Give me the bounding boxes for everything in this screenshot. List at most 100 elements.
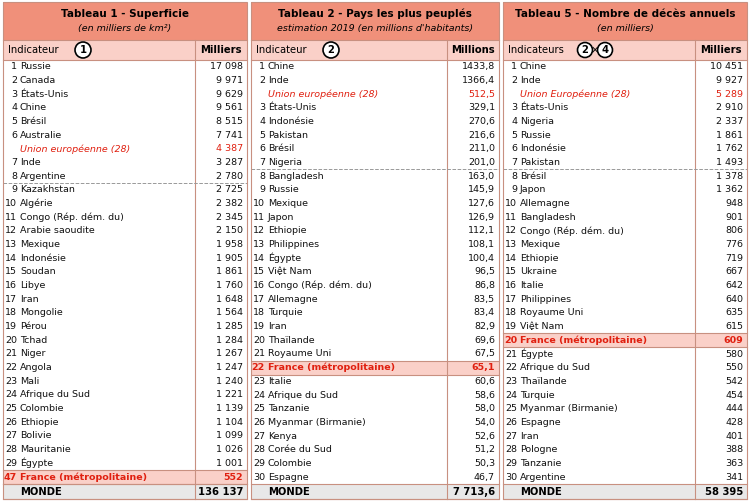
Bar: [503, 361, 747, 375]
Bar: [503, 443, 747, 457]
Text: Argentine: Argentine: [20, 172, 67, 181]
Text: 1 905: 1 905: [216, 254, 243, 263]
Text: 17: 17: [253, 295, 265, 304]
Text: 1366,4: 1366,4: [462, 76, 495, 85]
Text: 7 741: 7 741: [216, 131, 243, 140]
Text: 23: 23: [253, 377, 265, 386]
Bar: [251, 416, 499, 429]
Text: 2 345: 2 345: [216, 212, 243, 221]
Text: 12: 12: [5, 226, 17, 235]
Text: Égypte: Égypte: [520, 349, 553, 359]
Bar: [251, 87, 499, 101]
Text: 2 337: 2 337: [716, 117, 743, 126]
Text: France (métropolitaine): France (métropolitaine): [20, 472, 147, 482]
Text: 23: 23: [505, 377, 517, 386]
Text: 52,6: 52,6: [474, 432, 495, 441]
Text: 1 139: 1 139: [216, 404, 243, 413]
Text: Italie: Italie: [520, 281, 544, 290]
Text: 10: 10: [5, 199, 17, 208]
Text: 270,6: 270,6: [468, 117, 495, 126]
Text: 4: 4: [259, 117, 265, 126]
Text: 329,1: 329,1: [468, 103, 495, 112]
Bar: [503, 375, 747, 388]
Text: 7 713,6: 7 713,6: [453, 486, 495, 496]
Bar: [503, 2, 747, 499]
Text: 22: 22: [5, 363, 17, 372]
Text: 29: 29: [505, 459, 517, 468]
Bar: [503, 292, 747, 306]
Text: Corée du Sud: Corée du Sud: [268, 445, 332, 454]
Text: 9: 9: [259, 185, 265, 194]
Bar: [251, 224, 499, 237]
Text: 1 760: 1 760: [216, 281, 243, 290]
Text: Inde: Inde: [20, 158, 40, 167]
Text: 4 387: 4 387: [216, 144, 243, 153]
Text: Soudan: Soudan: [20, 268, 56, 277]
Text: 26: 26: [505, 418, 517, 427]
Bar: [503, 252, 747, 265]
Text: 27: 27: [505, 432, 517, 441]
Text: 126,9: 126,9: [468, 212, 495, 221]
Text: Pakistan: Pakistan: [520, 158, 560, 167]
Text: Égypte: Égypte: [268, 253, 301, 264]
Text: 19: 19: [5, 322, 17, 331]
Text: États-Unis: États-Unis: [268, 103, 316, 112]
Text: Thaïlande: Thaïlande: [520, 377, 567, 386]
Text: Japon: Japon: [268, 212, 294, 221]
Bar: [251, 2, 499, 40]
Bar: [251, 156, 499, 169]
Text: 10 451: 10 451: [710, 62, 743, 71]
Text: 542: 542: [725, 377, 743, 386]
Bar: [3, 210, 247, 224]
Text: Japon: Japon: [520, 185, 546, 194]
Circle shape: [323, 42, 339, 58]
Text: Bolivie: Bolivie: [20, 431, 52, 440]
Bar: [3, 115, 247, 128]
Text: 2: 2: [581, 45, 589, 55]
Bar: [503, 156, 747, 169]
Text: 640: 640: [725, 295, 743, 304]
Bar: [251, 292, 499, 306]
Text: 127,6: 127,6: [468, 199, 495, 208]
Text: 83,5: 83,5: [474, 295, 495, 304]
Bar: [503, 347, 747, 361]
Text: 5: 5: [11, 117, 17, 126]
Bar: [251, 279, 499, 292]
Bar: [503, 128, 747, 142]
Text: Arabie saoudite: Arabie saoudite: [20, 226, 94, 235]
Bar: [503, 169, 747, 183]
Bar: [3, 415, 247, 429]
Text: Pakistan: Pakistan: [268, 131, 308, 140]
Text: 6: 6: [511, 144, 517, 153]
Text: 9: 9: [511, 185, 517, 194]
Text: 642: 642: [725, 281, 743, 290]
Text: 428: 428: [725, 418, 743, 427]
Bar: [3, 40, 247, 60]
Text: 18: 18: [505, 308, 517, 317]
Text: (en milliers): (en milliers): [596, 24, 653, 33]
Text: 15: 15: [5, 268, 17, 277]
Text: Brésil: Brésil: [20, 117, 46, 126]
Text: Indicateur: Indicateur: [256, 45, 307, 55]
Text: 21: 21: [5, 349, 17, 358]
Text: Iran: Iran: [20, 295, 39, 304]
Text: Algérie: Algérie: [20, 199, 53, 208]
Bar: [503, 183, 747, 197]
Bar: [3, 60, 247, 74]
Text: 580: 580: [725, 350, 743, 359]
Bar: [503, 237, 747, 252]
Text: 3: 3: [10, 90, 17, 99]
Bar: [251, 115, 499, 128]
Text: 1 861: 1 861: [716, 131, 743, 140]
Bar: [3, 402, 247, 415]
Text: 2 725: 2 725: [216, 185, 243, 194]
Text: 25: 25: [253, 404, 265, 413]
Bar: [503, 457, 747, 470]
Text: Inde: Inde: [268, 76, 289, 85]
Text: 1 284: 1 284: [216, 336, 243, 345]
Bar: [503, 320, 747, 333]
Text: Union européenne (28): Union européenne (28): [20, 144, 130, 154]
Bar: [251, 60, 499, 74]
Text: 24: 24: [253, 391, 265, 400]
Text: Bangladesh: Bangladesh: [520, 212, 576, 221]
